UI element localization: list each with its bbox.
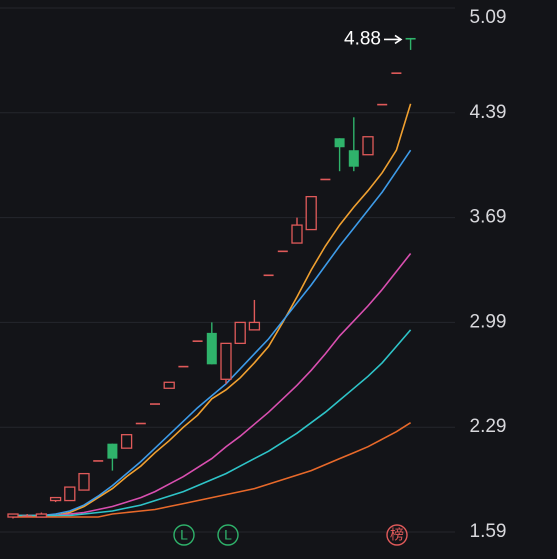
candle-body <box>320 178 331 181</box>
ma-line <box>13 103 412 517</box>
candle-body <box>163 381 175 389</box>
signal-marker <box>173 524 195 546</box>
candle-body <box>49 496 62 502</box>
candle-body <box>348 150 359 167</box>
candle-body <box>305 195 317 231</box>
candle-body <box>277 250 288 253</box>
y-tick-label: 5.09 <box>470 7 507 28</box>
ma-line <box>13 329 412 517</box>
y-tick-label: 1.59 <box>470 521 507 542</box>
candle-body <box>362 136 374 156</box>
candle-body <box>263 274 274 277</box>
y-tick-label: 2.29 <box>470 416 507 437</box>
ma-line <box>13 422 412 518</box>
candle-body <box>248 321 261 331</box>
candle-body <box>93 460 104 462</box>
candle-body <box>334 138 345 148</box>
candle-body <box>135 422 146 425</box>
candle-body <box>178 365 189 368</box>
signal-marker <box>217 524 239 546</box>
candle-body <box>291 224 303 244</box>
candle-body <box>192 340 203 342</box>
candle-body <box>405 37 416 40</box>
candle-body <box>22 515 33 518</box>
signal-marker-label: L <box>180 527 188 543</box>
candle-body <box>234 321 246 345</box>
candle-body <box>107 443 118 459</box>
signal-marker-label: L <box>224 527 232 543</box>
candle-body <box>78 472 90 491</box>
signal-marker <box>386 524 408 546</box>
ma-line <box>13 253 412 517</box>
candle-body <box>64 486 76 502</box>
candle-body <box>391 72 402 74</box>
candle-body <box>35 513 48 518</box>
y-tick-label: 4.39 <box>470 102 507 123</box>
annotation-arrowhead <box>394 34 403 45</box>
candle-body <box>220 342 232 380</box>
candle-body <box>120 434 133 449</box>
candle-body <box>7 513 19 518</box>
candle-body <box>206 332 217 365</box>
signal-marker-label: 榜 <box>390 527 404 543</box>
ma-line <box>13 149 412 517</box>
price-annotation: 4.88 <box>344 28 381 49</box>
candle-body <box>377 103 388 106</box>
y-tick-label: 2.99 <box>470 311 507 332</box>
y-tick-label: 3.69 <box>470 207 507 228</box>
candle-body <box>150 403 160 405</box>
